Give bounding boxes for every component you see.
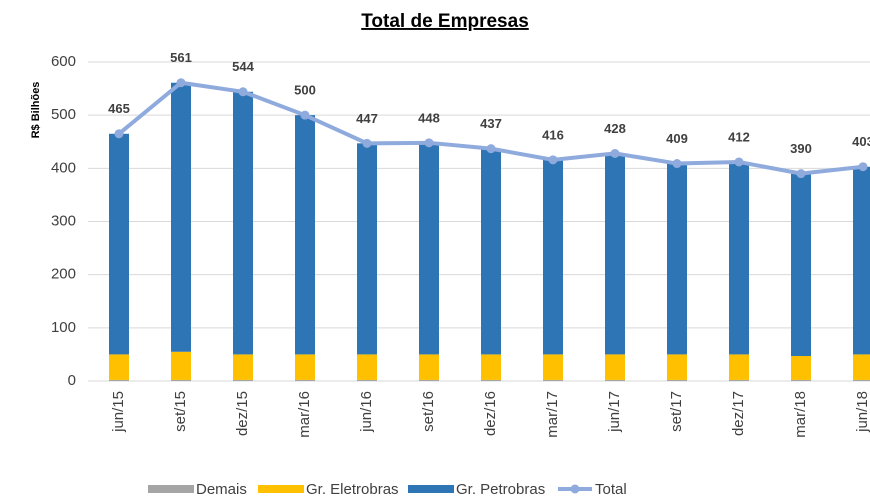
bar: [853, 354, 870, 380]
y-tick-label: 100: [51, 319, 76, 336]
line-marker: [858, 162, 868, 172]
bar: [109, 354, 129, 380]
data-label: 447: [356, 111, 378, 126]
bar: [543, 159, 563, 355]
x-tick-label: jun/15: [110, 391, 127, 433]
bar: [171, 379, 191, 381]
bar: [791, 356, 811, 380]
data-label: 409: [666, 131, 688, 146]
bar: [605, 379, 625, 381]
x-tick-label: dez/16: [482, 391, 499, 436]
y-tick-label: 300: [51, 212, 76, 229]
y-tick-label: 600: [51, 53, 76, 70]
y-tick-label: 400: [51, 159, 76, 176]
line-marker: [176, 78, 186, 88]
data-label: 561: [170, 50, 192, 65]
x-tick-label: set/15: [172, 391, 189, 432]
bar: [853, 379, 870, 381]
bar: [667, 354, 687, 380]
line-marker: [424, 138, 434, 148]
line-marker: [734, 157, 744, 167]
data-label: 500: [294, 83, 316, 98]
data-label: 412: [728, 129, 750, 144]
x-tick-label: mar/16: [296, 391, 313, 438]
bar: [481, 379, 501, 381]
bar: [729, 161, 749, 355]
data-label: 437: [480, 116, 502, 131]
legend-swatch: [258, 485, 304, 493]
x-tick-label: jun/16: [358, 391, 375, 433]
data-label: 465: [108, 101, 130, 116]
bar: [791, 173, 811, 357]
bar: [791, 379, 811, 381]
bar: [605, 354, 625, 380]
x-tick-label: jun/18: [854, 391, 870, 433]
bar: [233, 379, 253, 381]
y-tick-label: 0: [68, 372, 76, 389]
data-label: 403: [852, 134, 870, 149]
bar: [233, 91, 253, 355]
data-label: 544: [232, 59, 254, 74]
legend-label: Gr. Petrobras: [456, 481, 545, 498]
x-tick-label: jun/17: [606, 391, 623, 433]
y-tick-label: 200: [51, 266, 76, 283]
x-tick-label: dez/17: [730, 391, 747, 436]
bar: [357, 143, 377, 355]
line-marker: [238, 87, 248, 97]
bar: [481, 354, 501, 380]
bar: [543, 354, 563, 380]
line-marker: [548, 155, 558, 165]
bar: [667, 379, 687, 381]
bar: [295, 115, 315, 355]
data-label: 390: [790, 141, 812, 156]
data-label: 428: [604, 121, 626, 136]
legend-label: Gr. Eletrobras: [306, 481, 399, 498]
line-marker: [300, 110, 310, 120]
data-label: 416: [542, 127, 564, 142]
bar: [853, 166, 870, 355]
x-tick-label: set/17: [668, 391, 685, 432]
bar: [419, 142, 439, 355]
chart-title: Total de Empresas: [361, 11, 529, 32]
y-axis-title: R$ Bilhões: [30, 82, 42, 139]
legend-swatch: [408, 485, 454, 493]
bar: [109, 133, 129, 355]
bar: [605, 153, 625, 355]
bar: [295, 354, 315, 380]
bar: [419, 379, 439, 381]
bar: [357, 379, 377, 381]
legend-swatch: [148, 485, 194, 493]
x-tick-label: set/16: [420, 391, 437, 432]
x-tick-label: mar/17: [544, 391, 561, 438]
x-tick-label: mar/18: [792, 391, 809, 438]
x-tick-label: dez/15: [234, 391, 251, 436]
line-marker: [610, 148, 620, 158]
bar: [481, 148, 501, 355]
bar: [419, 354, 439, 380]
bar: [357, 354, 377, 380]
line-marker: [486, 144, 496, 154]
data-label: 448: [418, 110, 440, 125]
bar: [295, 379, 315, 381]
bar: [667, 163, 687, 355]
line-marker: [114, 129, 124, 139]
bar: [543, 379, 563, 381]
bar: [233, 354, 253, 380]
line-marker: [672, 159, 682, 169]
y-tick-label: 500: [51, 106, 76, 123]
bar: [109, 379, 129, 381]
legend-swatch: [570, 484, 580, 494]
bar: [171, 351, 191, 380]
legend-label: Total: [595, 481, 627, 498]
line-marker: [796, 169, 806, 179]
line-marker: [362, 138, 372, 148]
bar: [171, 82, 191, 352]
bar: [729, 354, 749, 380]
legend-label: Demais: [196, 481, 247, 498]
bar: [729, 379, 749, 381]
